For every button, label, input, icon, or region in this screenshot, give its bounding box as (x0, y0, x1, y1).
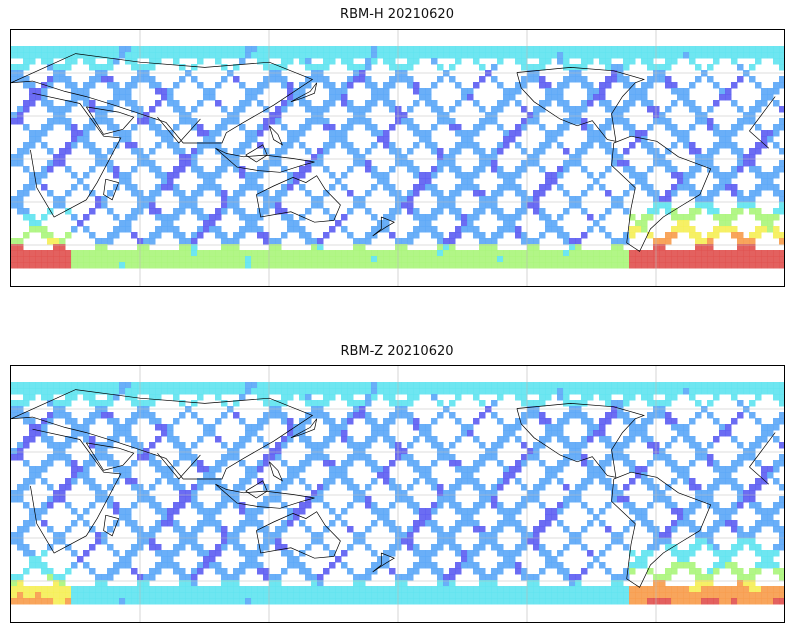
map-panel-top (10, 29, 785, 287)
panel-title-top: RBM-H 20210620 (340, 7, 454, 22)
gridlines (11, 30, 784, 286)
swath-map-bottom (11, 366, 784, 622)
map-panel-bottom (10, 365, 785, 623)
coastlines (11, 53, 776, 252)
gridlines (11, 366, 784, 622)
swath-layer (11, 382, 784, 605)
panel-title-bottom: RBM-Z 20210620 (340, 344, 454, 359)
coastlines (11, 389, 776, 588)
swath-layer (11, 46, 784, 269)
swath-map-top (11, 30, 784, 286)
